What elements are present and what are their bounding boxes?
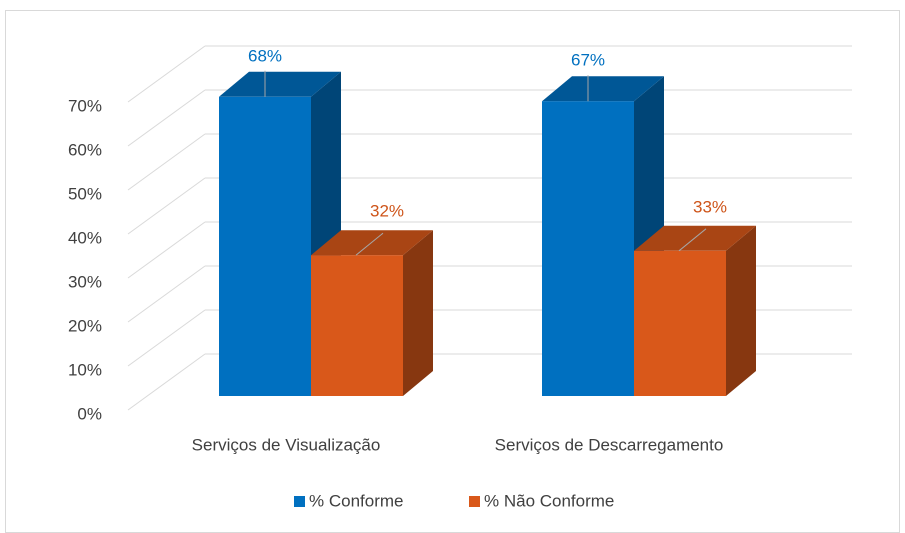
bar [219,96,311,397]
legend-label: % Não Conforme [484,491,614,510]
bar-top [219,71,341,97]
label-leader [678,228,707,252]
grid-floor-line [127,133,206,191]
y-tick-label: 70% [68,96,102,115]
bar [542,101,634,396]
y-tick-label: 50% [68,184,102,203]
bar-side [403,230,433,396]
bar [634,250,726,396]
label-leader [355,232,384,256]
bar-top [542,76,664,102]
grid-floor-line [127,45,206,103]
data-label: 32% [370,202,404,221]
y-tick-label: 30% [68,272,102,291]
x-tick-label: Serviços de Descarregamento [495,435,724,454]
y-tick-label: 40% [68,228,102,247]
grid-floor-line [127,221,206,279]
data-label: 68% [248,46,282,65]
bar-side [726,225,756,396]
grid-floor-line [127,177,206,235]
bar [311,255,403,396]
legend-swatch [469,496,480,507]
grid-floor-line [127,89,206,147]
legend-swatch [294,496,305,507]
y-tick-label: 60% [68,140,102,159]
y-tick-label: 20% [68,316,102,335]
chart-frame [5,10,900,533]
data-label: 33% [693,197,727,216]
legend-label: % Conforme [309,491,403,510]
grid-floor-line [127,309,206,367]
data-label: 67% [571,51,605,70]
y-tick-label: 10% [68,360,102,379]
y-tick-label: 0% [77,404,102,423]
grid-floor-line [127,353,206,411]
x-tick-label: Serviços de Visualização [192,435,381,454]
grid-floor-line [127,265,206,323]
